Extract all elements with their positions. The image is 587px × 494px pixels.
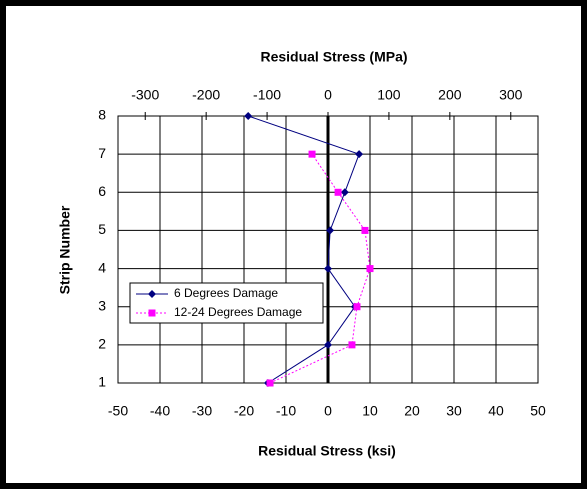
x-tick-label: 20 xyxy=(404,403,420,419)
x2-tick-label: 200 xyxy=(438,87,462,103)
x-tick-label: -20 xyxy=(234,403,254,419)
x-tick-label: -50 xyxy=(108,403,128,419)
marker xyxy=(366,265,374,273)
marker xyxy=(340,188,349,197)
x-axis-label: Residual Stress (ksi) xyxy=(258,443,396,459)
marker xyxy=(324,340,332,349)
y-tick-label: 4 xyxy=(98,259,106,275)
marker xyxy=(148,309,156,317)
marker xyxy=(355,150,364,159)
x-tick-label: 40 xyxy=(488,403,504,419)
x-tick-label: 30 xyxy=(446,403,462,419)
y-tick-label: 7 xyxy=(98,145,106,161)
marker xyxy=(348,341,356,349)
x2-tick-label: 300 xyxy=(499,87,523,103)
x2-tick-label: -300 xyxy=(131,87,159,103)
marker xyxy=(361,226,369,234)
marker xyxy=(353,303,361,311)
x-tick-label: -10 xyxy=(276,403,296,419)
marker xyxy=(334,188,342,196)
legend-label: 12-24 Degrees Damage xyxy=(174,305,302,319)
y-tick-label: 1 xyxy=(98,374,106,390)
x2-tick-label: -200 xyxy=(192,87,220,103)
marker xyxy=(244,112,253,120)
y-tick-label: 3 xyxy=(98,297,106,313)
legend-box xyxy=(129,282,324,324)
x2-tick-label: 0 xyxy=(324,87,332,103)
y-axis-label: Strip Number xyxy=(57,205,73,294)
x-tick-label: 0 xyxy=(324,403,332,419)
chart-title: Residual Stress (MPa) xyxy=(260,49,407,65)
marker xyxy=(148,290,156,298)
legend-label: 6 Degrees Damage xyxy=(174,286,278,300)
x-tick-label: 50 xyxy=(530,403,546,419)
marker xyxy=(266,379,274,387)
legend: 6 Degrees Damage 12-24 Degrees Damage xyxy=(129,282,324,324)
marker xyxy=(324,264,332,273)
x-tick-label: -40 xyxy=(150,403,170,419)
series-line xyxy=(248,115,360,384)
x2-tick-label: 100 xyxy=(377,87,401,103)
x2-tick-label: -100 xyxy=(253,87,281,103)
x-tick-label: -30 xyxy=(192,403,212,419)
y-tick-label: 5 xyxy=(98,221,106,237)
y-tick-label: 8 xyxy=(98,107,106,123)
marker xyxy=(308,150,316,158)
x-tick-label: 10 xyxy=(362,403,378,419)
marker xyxy=(326,226,335,235)
y-tick-label: 2 xyxy=(98,336,106,352)
y-tick-label: 6 xyxy=(98,183,106,199)
